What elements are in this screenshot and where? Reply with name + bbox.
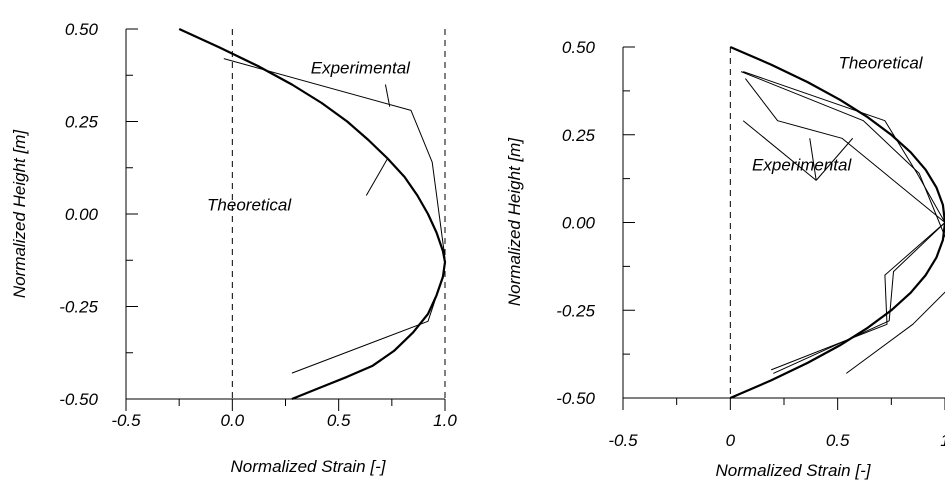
x-tick-label: 0.0: [221, 411, 245, 430]
left-chart: 0.50 0.25 0.00 -0.25 -0.50 -0.5 0.0 0.5 1.0 Norma…: [10, 20, 457, 476]
x-tick-label: 0: [726, 431, 736, 450]
y-tick-label: 0.25: [65, 113, 99, 132]
theoretical-curve: [729, 45, 945, 400]
annotation-leader: [384, 84, 391, 107]
annotation-leader: [809, 138, 817, 181]
right-chart: 0.500.250.00-0.25-0.50-0.500.51Normalize…: [505, 38, 945, 480]
y-tick-label: 0.00: [65, 205, 99, 224]
y-axis-title: Normalized Height [m]: [10, 129, 29, 298]
theoretical-label: Theoretical: [838, 54, 923, 73]
x-tick-label: -0.5: [608, 431, 638, 450]
theoretical-label: Theoretical: [207, 196, 292, 215]
experimental-label: Experimental: [752, 155, 852, 174]
y-axis-title: Normalized Height [m]: [505, 137, 524, 306]
experimental-label: Experimental: [311, 59, 411, 78]
annotation-leader: [365, 158, 389, 196]
y-tick-label: -0.50: [556, 389, 595, 408]
experimental-curve: [745, 78, 945, 371]
annotation-leader: [742, 120, 817, 181]
y-tick-label: 0.50: [65, 20, 99, 39]
x-axis-title: Normalized Strain [-]: [716, 461, 872, 480]
experimental-curve: [740, 71, 945, 374]
x-tick-label: 0.5: [826, 431, 850, 450]
y-tick-label: -0.25: [556, 301, 595, 320]
x-axis-title: Normalized Strain [-]: [231, 457, 387, 476]
x-tick-label: 1.0: [433, 411, 457, 430]
x-tick-label: -0.5: [111, 411, 141, 430]
y-tick-label: 0.50: [562, 38, 596, 57]
theoretical-curve: [178, 27, 447, 401]
y-tick-label: -0.50: [59, 390, 98, 409]
experimental-curve: [743, 71, 945, 374]
x-tick-label: 0.5: [327, 411, 351, 430]
annotation-leader: [815, 137, 854, 181]
x-tick-label: 1: [940, 431, 945, 450]
y-tick-label: -0.25: [59, 298, 98, 317]
experimental-curve: [223, 58, 446, 374]
y-tick-label: 0.00: [562, 214, 596, 233]
y-tick-label: 0.25: [562, 126, 596, 145]
